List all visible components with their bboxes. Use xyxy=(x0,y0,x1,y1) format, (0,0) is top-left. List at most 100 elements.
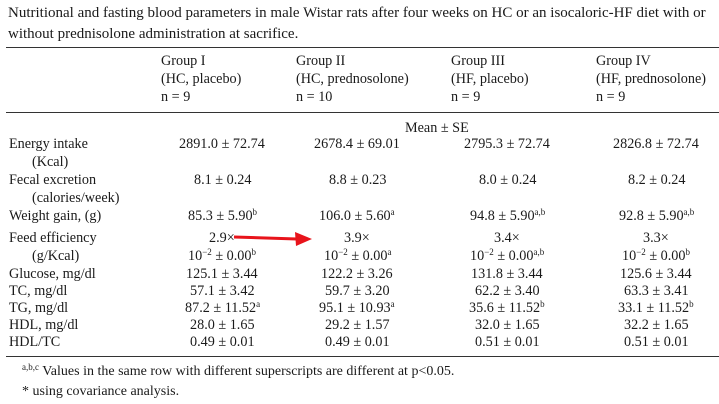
cell-exponent: −2 xyxy=(636,247,646,257)
table-caption: Nutritional and fasting blood parameters… xyxy=(8,5,706,42)
cell-superscript: a xyxy=(390,299,395,309)
table-cell: 2678.4 ± 69.01 xyxy=(314,136,400,153)
cell-value: 131.8 ± 3.44 xyxy=(471,266,543,282)
table-cell: 62.2 ± 3.40 xyxy=(475,283,540,300)
cell-base: 10 xyxy=(622,248,637,264)
group-2-n: n = 10 xyxy=(296,89,333,105)
cell-rest: ± 0.00 xyxy=(645,248,686,264)
table-cell: 3.3× xyxy=(643,230,669,247)
table-cell: 0.49 ± 0.01 xyxy=(190,334,255,351)
cell-value: 85.3 ± 5.90 xyxy=(188,208,253,224)
cell-value: 0.51 ± 0.01 xyxy=(475,334,540,350)
row-label: TC, mg/dl xyxy=(9,283,68,299)
row-label: Weight gain, (g) xyxy=(9,208,102,224)
table-cell: 8.2 ± 0.24 xyxy=(628,172,685,189)
group-1-n: n = 9 xyxy=(161,89,191,105)
table-cell: 32.2 ± 1.65 xyxy=(624,317,689,334)
group-2-diet: (HC, prednosolone) xyxy=(296,71,409,87)
group-3-n: n = 9 xyxy=(451,89,481,105)
table-cell: 8.1 ± 0.24 xyxy=(194,172,251,189)
cell-value: 0.51 ± 0.01 xyxy=(624,334,689,350)
row-label: Feed efficiency xyxy=(9,230,97,246)
footnote-text: Values in the same row with different su… xyxy=(39,364,455,379)
cell-value: 8.2 ± 0.24 xyxy=(628,172,686,188)
cell-value: 92.8 ± 5.90 xyxy=(619,208,684,224)
row-label-unit: (Kcal) xyxy=(32,154,69,170)
bottom-rule xyxy=(6,356,719,357)
row-label-unit: (g/Kcal) xyxy=(32,248,80,264)
cell-value: 28.0 ± 1.65 xyxy=(190,317,255,333)
cell-value: 57.1 ± 3.42 xyxy=(190,283,255,299)
row-label: Fecal excretion xyxy=(9,172,97,188)
table-cell: 131.8 ± 3.44 xyxy=(471,266,543,283)
cell-superscript: b xyxy=(251,247,256,257)
cell-base: 10 xyxy=(470,248,485,264)
cell-superscript: a xyxy=(390,207,395,217)
cell-value: 29.2 ± 1.57 xyxy=(325,317,390,333)
cell-value: 32.0 ± 1.65 xyxy=(475,317,540,333)
group-1-name: Group I xyxy=(161,53,206,69)
table-cell: 0.49 ± 0.01 xyxy=(325,334,390,351)
table-cell: 33.1 ± 11.52b xyxy=(618,300,694,317)
cell-value: 0.49 ± 0.01 xyxy=(325,334,390,350)
cell-value: 125.6 ± 3.44 xyxy=(620,266,692,282)
row-label: Glucose, mg/dl xyxy=(9,266,96,282)
table-cell: 85.3 ± 5.90b xyxy=(188,208,257,225)
cell-value: 2891.0 ± 72.74 xyxy=(179,136,265,152)
table-cell: 28.0 ± 1.65 xyxy=(190,317,255,334)
cell-value: 3.4× xyxy=(494,230,520,246)
table-cell: 95.1 ± 10.93a xyxy=(319,300,395,317)
table-cell: 87.2 ± 11.52a xyxy=(185,300,260,317)
cell-superscript: b xyxy=(685,247,690,257)
table-cell-line2: 10−2 ± 0.00b xyxy=(622,248,690,265)
top-rule xyxy=(6,47,719,48)
cell-superscript: a,b xyxy=(683,207,695,217)
cell-value: 0.49 ± 0.01 xyxy=(190,334,255,350)
row-label: HDL, mg/dl xyxy=(9,317,79,333)
cell-value: 2678.4 ± 69.01 xyxy=(314,136,400,152)
cell-exponent: −2 xyxy=(202,247,212,257)
footnote-covariance: * using covariance analysis. xyxy=(22,384,180,399)
table-cell: 2.9× xyxy=(209,230,235,247)
group-3-name: Group III xyxy=(451,53,505,69)
cell-base: 10 xyxy=(188,248,203,264)
cell-value: 2795.3 ± 72.74 xyxy=(464,136,550,152)
table-cell: 2891.0 ± 72.74 xyxy=(179,136,265,153)
cell-exponent: −2 xyxy=(484,247,494,257)
cell-value: 62.2 ± 3.40 xyxy=(475,283,540,299)
table-cell: 0.51 ± 0.01 xyxy=(624,334,689,351)
table-cell: 2795.3 ± 72.74 xyxy=(464,136,550,153)
cell-value: 59.7 ± 3.20 xyxy=(325,283,390,299)
cell-rest: ± 0.00 xyxy=(347,248,388,264)
group-2-name: Group II xyxy=(296,53,346,69)
table-cell: 59.7 ± 3.20 xyxy=(325,283,390,300)
cell-value: 122.2 ± 3.26 xyxy=(321,266,393,282)
table-cell: 106.0 ± 5.60a xyxy=(319,208,395,225)
cell-superscript: a,b xyxy=(533,247,545,257)
table-cell-line2: 10−2 ± 0.00b xyxy=(188,248,256,265)
table-cell: 125.1 ± 3.44 xyxy=(186,266,258,283)
table-cell: 35.6 ± 11.52b xyxy=(469,300,545,317)
cell-value: 2826.8 ± 72.74 xyxy=(613,136,699,152)
table-cell: 3.4× xyxy=(494,230,520,247)
row-label: Energy intake xyxy=(9,136,88,152)
cell-value: 94.8 ± 5.90 xyxy=(470,208,535,224)
cell-value: 87.2 ± 11.52 xyxy=(185,300,257,316)
cell-value: 35.6 ± 11.52 xyxy=(469,300,541,316)
row-label: HDL/TC xyxy=(9,334,61,350)
cell-superscript: b xyxy=(252,207,258,217)
table-cell: 0.51 ± 0.01 xyxy=(475,334,540,351)
table-cell: 63.3 ± 3.41 xyxy=(624,283,689,300)
cell-value: 33.1 ± 11.52 xyxy=(618,300,690,316)
row-label-unit: (calories/week) xyxy=(32,190,120,206)
cell-value: 8.1 ± 0.24 xyxy=(194,172,252,188)
cell-rest: ± 0.00 xyxy=(211,248,252,264)
table-cell: 2826.8 ± 72.74 xyxy=(613,136,699,153)
footnote-significance: a,b,c Values in the same row with differ… xyxy=(22,363,454,381)
cell-value: 8.0 ± 0.24 xyxy=(479,172,537,188)
cell-value: 2.9× xyxy=(209,230,235,246)
footnote-sup: a,b,c xyxy=(22,362,39,372)
header-rule xyxy=(6,112,719,113)
cell-value: 125.1 ± 3.44 xyxy=(186,266,258,282)
cell-value: 8.8 ± 0.23 xyxy=(329,172,387,188)
